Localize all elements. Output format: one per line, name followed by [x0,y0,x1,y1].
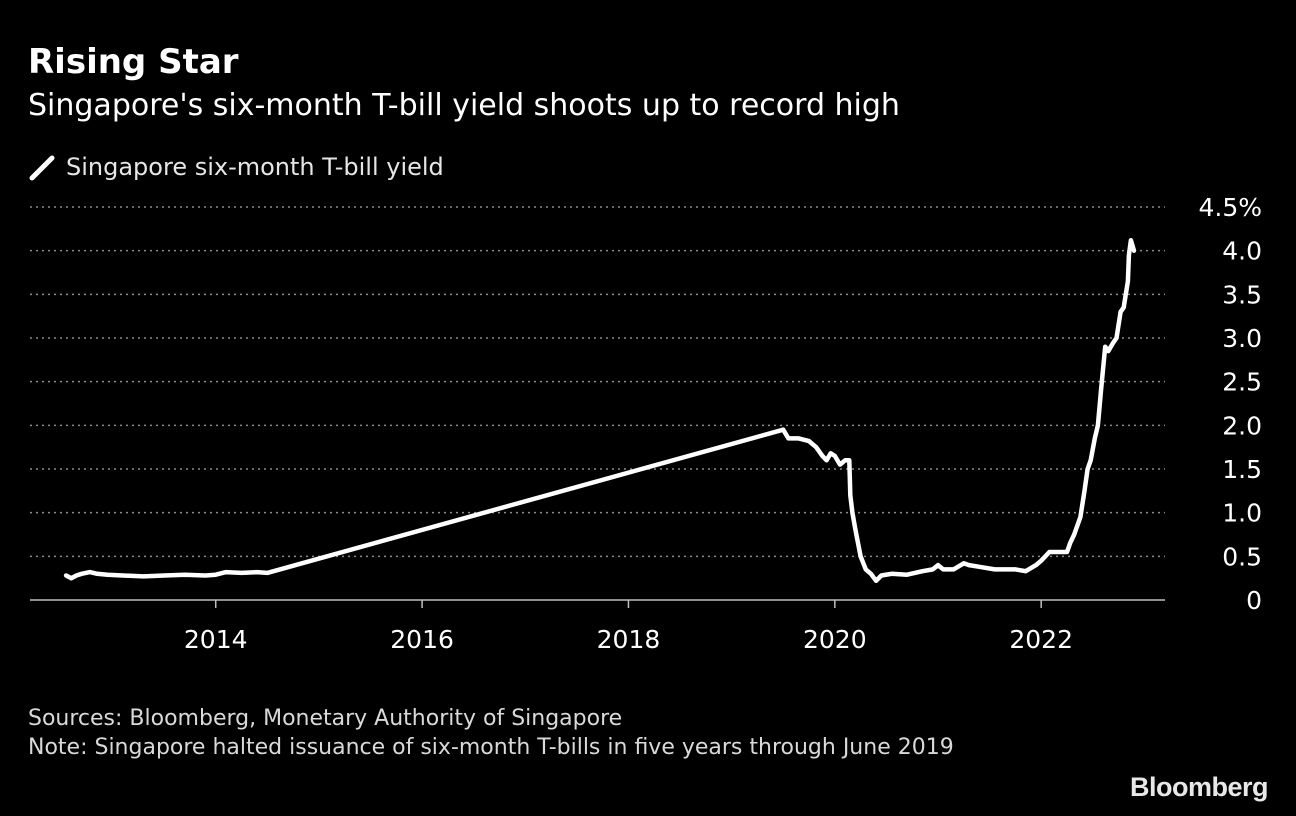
x-tick-label: 2020 [803,625,867,654]
axes: 0 0.5 1.0 1.5 2.0 2.5 3.0 3.5 4.0 4.5% 2014 2016 201… [30,193,1262,654]
note-text: Note: Singapore halted issuance of six-m… [28,735,954,760]
y-tick-label: 2.5 [1222,368,1262,397]
x-tick-label: 2018 [597,625,661,654]
footer: Sources: Bloomberg, Monetary Authority o… [28,704,1068,762]
grid-lines [30,206,1165,558]
legend-line-icon [29,155,55,181]
x-tick-label: 2014 [184,625,248,654]
y-tick-label: 3.5 [1222,280,1262,309]
series-line [63,237,1137,584]
chart-title: Rising Star [28,42,239,82]
chart-subtitle: Singapore's six-month T-bill yield shoot… [28,88,900,123]
y-tick-label: 0.5 [1222,542,1262,571]
y-tick-label: 0 [1246,586,1262,615]
legend-label: Singapore six-month T-bill yield [66,153,444,181]
y-tick-label: 1.5 [1222,455,1262,484]
x-tick-label: 2022 [1009,625,1073,654]
y-tick-label: 4.5% [1198,193,1262,222]
source-text: Sources: Bloomberg, Monetary Authority o… [28,706,623,731]
x-tick-label: 2016 [390,625,454,654]
y-tick-label: 3.0 [1222,324,1262,353]
legend: Singapore six-month T-bill yield [28,150,444,184]
y-tick-label: 1.0 [1222,499,1262,528]
y-tick-label: 4.0 [1222,237,1262,266]
bloomberg-logo: Bloomberg [1129,772,1269,802]
y-tick-label: 2.0 [1222,411,1262,440]
line-chart: 0 0.5 1.0 1.5 2.0 2.5 3.0 3.5 4.0 4.5% 2014 2016 201… [30,193,1262,654]
series [63,237,1137,584]
